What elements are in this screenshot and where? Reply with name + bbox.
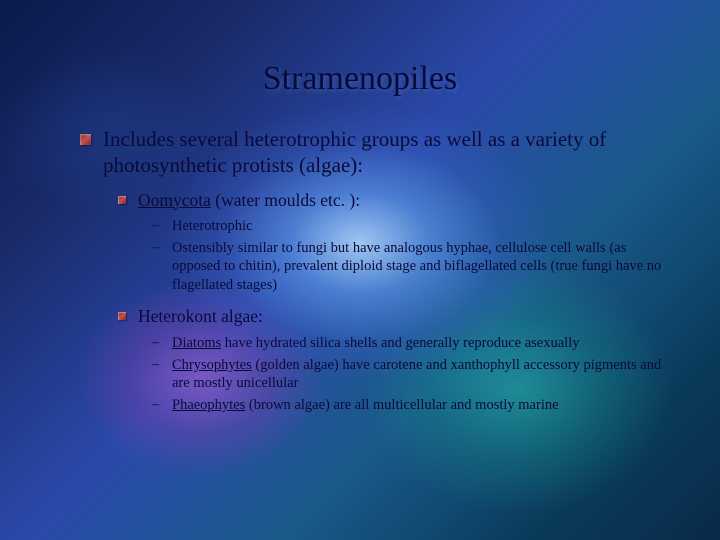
bullet-level1: Includes several heterotrophic groups as…	[50, 126, 670, 179]
bullet-level3: – Chrysophytes (golden algae) have carot…	[50, 356, 670, 393]
underlined-term: Oomycota	[138, 190, 211, 210]
slide-title: Stramenopiles	[50, 60, 670, 98]
bullet-l3-text: Phaeophytes (brown algae) are all multic…	[172, 396, 559, 415]
underlined-term: Phaeophytes	[172, 397, 245, 413]
slide-container: Stramenopiles Includes several heterotro…	[0, 0, 720, 540]
bullet-level3: – Phaeophytes (brown algae) are all mult…	[50, 396, 670, 415]
bullet-l2-text: Oomycota (water moulds etc. ):	[138, 189, 360, 212]
dash-bullet-icon: –	[152, 218, 164, 234]
underlined-term: Chrysophytes	[172, 357, 252, 373]
dash-bullet-icon: –	[152, 240, 164, 256]
bullet-level3: – Diatoms have hydrated silica shells an…	[50, 334, 670, 353]
bullet-level3: – Heterotrophic	[50, 217, 670, 236]
l3-rest: (brown algae) are all multicellular and …	[245, 397, 558, 413]
bullet-l1-text: Includes several heterotrophic groups as…	[103, 126, 670, 179]
square-bullet-icon	[118, 312, 126, 320]
square-bullet-icon	[80, 134, 91, 145]
bullet-l3-text: Chrysophytes (golden algae) have caroten…	[172, 356, 670, 393]
bullet-level2: Heterokont algae:	[50, 305, 670, 328]
bullet-l3-text: Heterotrophic	[172, 217, 253, 236]
bullet-l2-text: Heterokont algae:	[138, 305, 263, 328]
l2a-rest: (water moulds etc. ):	[211, 190, 360, 210]
square-bullet-icon	[118, 196, 126, 204]
l3-rest: have hydrated silica shells and generall…	[221, 335, 579, 351]
bullet-level2: Oomycota (water moulds etc. ):	[50, 189, 670, 212]
bullet-l3-text: Ostensibly similar to fungi but have ana…	[172, 239, 670, 295]
bullet-l3-text: Diatoms have hydrated silica shells and …	[172, 334, 579, 353]
dash-bullet-icon: –	[152, 357, 164, 373]
dash-bullet-icon: –	[152, 335, 164, 351]
bullet-level3: – Ostensibly similar to fungi but have a…	[50, 239, 670, 295]
dash-bullet-icon: –	[152, 397, 164, 413]
spacer	[50, 297, 670, 305]
underlined-term: Diatoms	[172, 335, 221, 351]
